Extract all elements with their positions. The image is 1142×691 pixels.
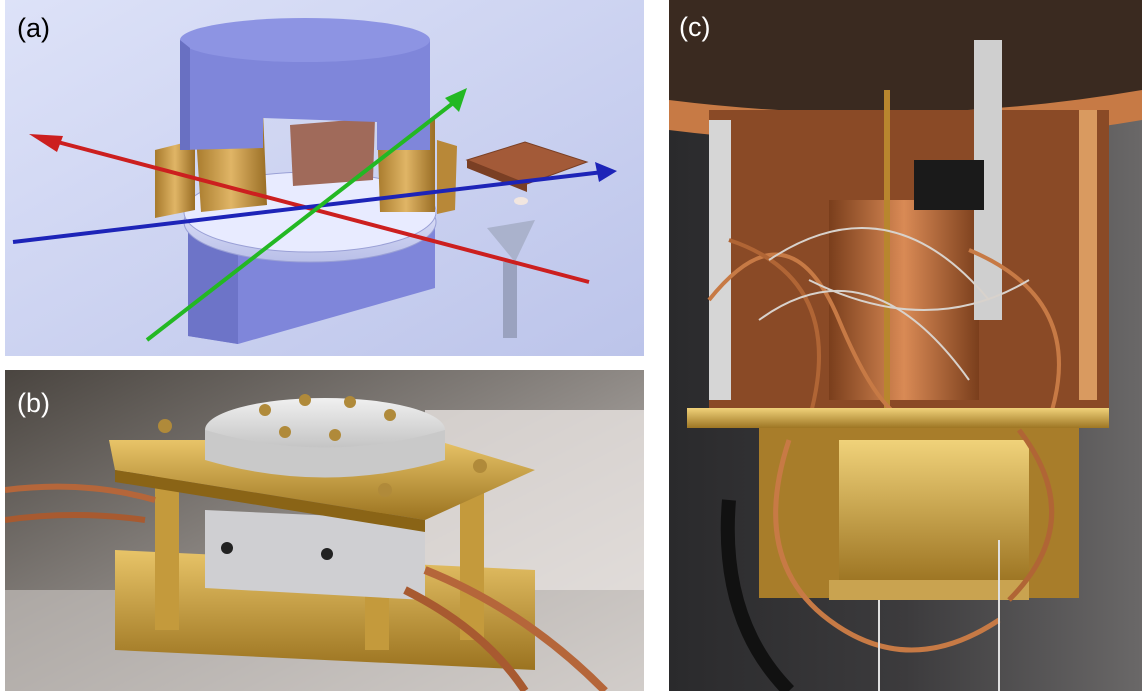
panel-c-photo: (c) (669, 0, 1142, 691)
schematic-illustration (5, 0, 644, 356)
trap-assembly-photo (5, 370, 644, 691)
panel-label-c: (c) (679, 12, 711, 42)
panel-label-a: (a) (17, 13, 50, 43)
cryostat-photo (669, 0, 1142, 691)
panel-b-photo: (b) (5, 370, 644, 691)
panel-label-b: (b) (17, 388, 50, 418)
panel-a-schematic: (a) (5, 0, 644, 356)
